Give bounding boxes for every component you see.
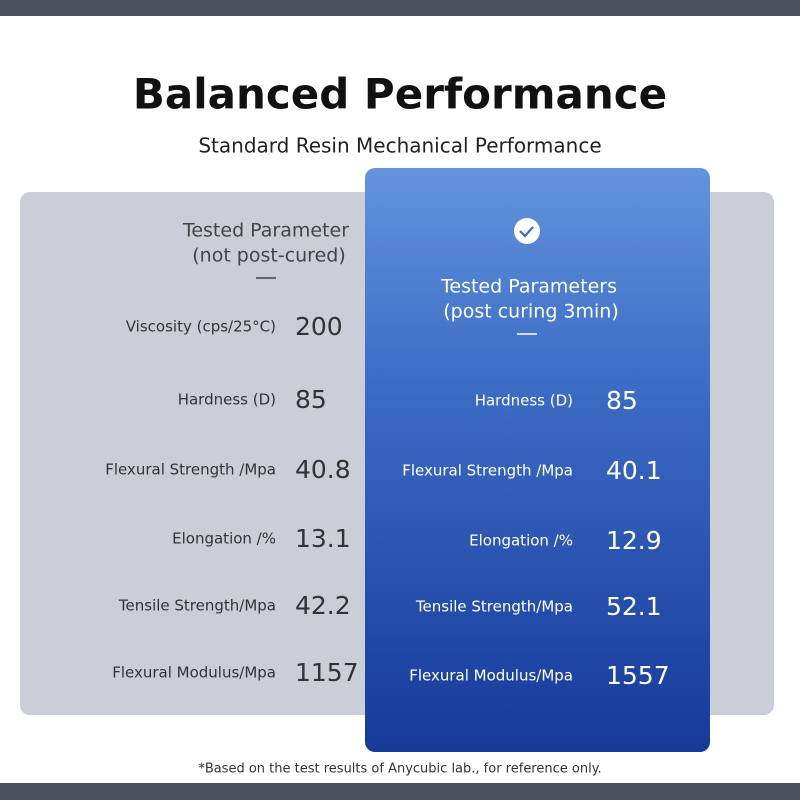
- row-label: Viscosity (cps/25°C): [126, 318, 276, 336]
- row-value: 42.2: [295, 591, 351, 620]
- row-value: 13.1: [295, 524, 351, 553]
- row-value: 40.1: [606, 456, 662, 485]
- row-label: Elongation /%: [172, 530, 276, 548]
- row-value: 85: [295, 385, 327, 414]
- row-label: Hardness (D): [475, 392, 573, 410]
- row-value: 1157: [295, 658, 359, 687]
- row-label: Elongation /%: [469, 532, 573, 550]
- row-label: Tensile Strength/Mpa: [415, 598, 573, 616]
- row-value: 1557: [606, 661, 670, 690]
- row-value: 200: [295, 312, 343, 341]
- row-label: Flexural Strength /Mpa: [402, 462, 573, 480]
- row-label: Tensile Strength/Mpa: [118, 597, 276, 615]
- row-value: 40.8: [295, 455, 351, 484]
- check-icon: [514, 218, 540, 244]
- right-panel: [365, 168, 710, 752]
- check-mark: [519, 226, 534, 238]
- row-label: Flexural Modulus/Mpa: [112, 664, 276, 682]
- right-heading: (post curing 3min): [443, 301, 619, 323]
- left-heading: (not post-cured): [192, 245, 346, 267]
- row-label: Flexural Strength /Mpa: [105, 461, 276, 479]
- title: Balanced Performance: [133, 70, 667, 119]
- top-bar: [0, 0, 800, 16]
- row-value: 52.1: [606, 592, 662, 621]
- right-heading: Tested Parameters: [440, 276, 617, 298]
- row-label: Flexural Modulus/Mpa: [409, 667, 573, 685]
- row-value: 85: [606, 386, 638, 415]
- left-heading: Tested Parameter: [182, 220, 349, 242]
- row-label: Hardness (D): [178, 391, 276, 409]
- footnote: *Based on the test results of Anycubic l…: [198, 762, 601, 777]
- bottom-bar: [0, 783, 800, 800]
- row-value: 12.9: [606, 526, 662, 555]
- subtitle: Standard Resin Mechanical Performance: [198, 134, 601, 158]
